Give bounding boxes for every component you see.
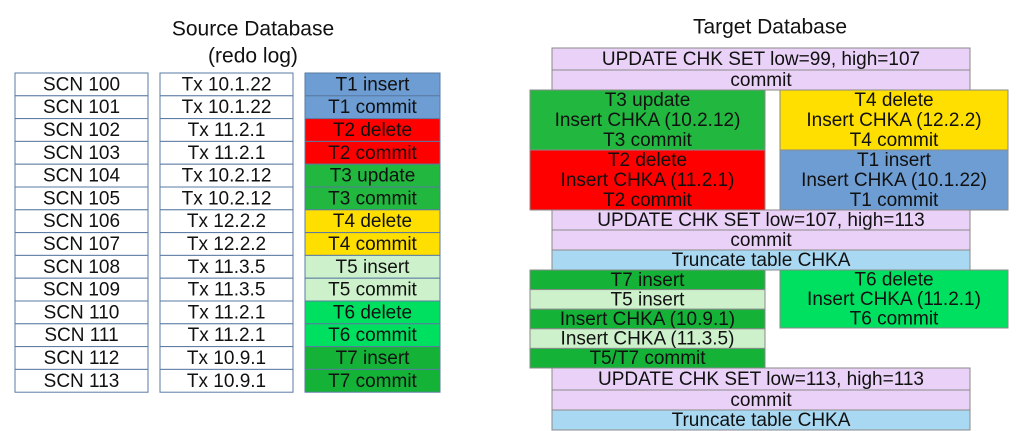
block-line: Insert CHKA (11.2.1) — [807, 289, 981, 310]
target-title: Target Database — [693, 16, 847, 39]
target-block — [779, 149, 1009, 211]
block-line: Truncate table CHKA — [672, 410, 851, 431]
block-line: Insert CHKA (10.1.22) — [801, 170, 987, 191]
block-line: T5 insert — [611, 289, 686, 310]
op-label: T4 delete — [333, 211, 412, 232]
scn-label: SCN 103 — [43, 143, 120, 164]
scn-label: SCN 101 — [43, 97, 120, 118]
op-label: T5 commit — [328, 280, 417, 301]
block-line: T3 update — [605, 90, 691, 111]
tx-label: Tx 10.1.22 — [182, 74, 272, 95]
block-line: commit — [730, 390, 792, 411]
scn-label: SCN 111 — [44, 325, 118, 346]
tx-label: Tx 11.2.1 — [188, 120, 266, 141]
op-label: T1 insert — [336, 74, 411, 95]
block-line: T2 commit — [603, 190, 692, 211]
op-label: T6 delete — [333, 302, 412, 323]
scn-label: SCN 105 — [43, 188, 120, 209]
scn-label: SCN 109 — [43, 280, 120, 301]
tx-label: Tx 10.2.12 — [182, 166, 272, 187]
tx-label: Tx 11.3.5 — [188, 280, 266, 301]
op-label: T2 commit — [328, 143, 417, 164]
block-line: T5/T7 commit — [589, 348, 706, 369]
source-subtitle: (redo log) — [208, 45, 298, 68]
block-line: T4 commit — [850, 130, 939, 151]
block-line: Insert CHKA (10.9.1) — [560, 309, 735, 330]
scn-label: SCN 108 — [43, 257, 120, 278]
block-line: UPDATE CHK SET low=99, high=107 — [602, 49, 920, 70]
tx-label: Tx 12.2.2 — [187, 211, 266, 232]
op-label: T3 commit — [328, 188, 417, 209]
op-label: T3 update — [330, 166, 416, 187]
block-line: Insert CHKA (12.2.2) — [806, 110, 981, 131]
scn-label: SCN 102 — [43, 120, 120, 141]
block-line: T1 insert — [857, 150, 932, 171]
block-line: Insert CHKA (10.2.12) — [555, 110, 741, 131]
scn-label: SCN 107 — [43, 234, 120, 255]
tx-label: Tx 11.3.5 — [188, 257, 266, 278]
scn-label: SCN 110 — [44, 302, 120, 323]
block-line: Truncate table CHKA — [672, 250, 851, 271]
block-line: T7 insert — [611, 270, 686, 291]
block-line: T2 delete — [608, 150, 687, 171]
tx-label: Tx 10.9.1 — [187, 371, 266, 392]
scn-label: SCN 112 — [44, 348, 120, 369]
tx-label: Tx 12.2.2 — [187, 234, 266, 255]
cell — [159, 368, 294, 393]
target-block — [529, 89, 766, 151]
block-line: T6 commit — [850, 308, 939, 329]
block-line: Insert CHKA (11.3.5) — [561, 329, 735, 350]
block-line: UPDATE CHK SET low=113, high=113 — [598, 369, 924, 390]
op-label: T2 delete — [333, 120, 412, 141]
source-title: Source Database — [172, 18, 334, 41]
tx-label: Tx 10.1.22 — [182, 97, 272, 118]
block-line: T1 commit — [850, 190, 939, 211]
block-line: commit — [730, 230, 792, 251]
target-block — [779, 89, 1009, 151]
scn-label: SCN 104 — [43, 166, 121, 187]
target-block — [779, 269, 1009, 329]
scn-label: SCN 113 — [44, 371, 120, 392]
op-label: T7 commit — [328, 371, 417, 392]
block-line: T6 delete — [854, 270, 933, 291]
scn-label: SCN 106 — [43, 211, 120, 232]
target-block — [551, 409, 971, 431]
block-line: Insert CHKA (11.2.1) — [561, 170, 735, 191]
tx-label: Tx 10.9.1 — [187, 348, 266, 369]
tx-label: Tx 11.2.1 — [188, 143, 266, 164]
op-label: T1 commit — [328, 97, 417, 118]
cell — [14, 368, 149, 393]
tx-label: Tx 11.2.1 — [188, 325, 266, 346]
block-line: T3 commit — [603, 130, 692, 151]
op-label: T6 commit — [328, 325, 417, 346]
tx-label: Tx 10.2.12 — [182, 188, 272, 209]
block-line: commit — [730, 70, 792, 91]
block-line: T4 delete — [854, 90, 933, 111]
op-label: T4 commit — [328, 234, 417, 255]
tx-label: Tx 11.2.1 — [188, 302, 266, 323]
op-label: T5 insert — [336, 257, 411, 278]
cell — [304, 368, 441, 393]
op-label: T7 insert — [336, 348, 411, 369]
scn-label: SCN 100 — [43, 74, 120, 95]
block-line: UPDATE CHK SET low=107, high=113 — [597, 210, 924, 231]
